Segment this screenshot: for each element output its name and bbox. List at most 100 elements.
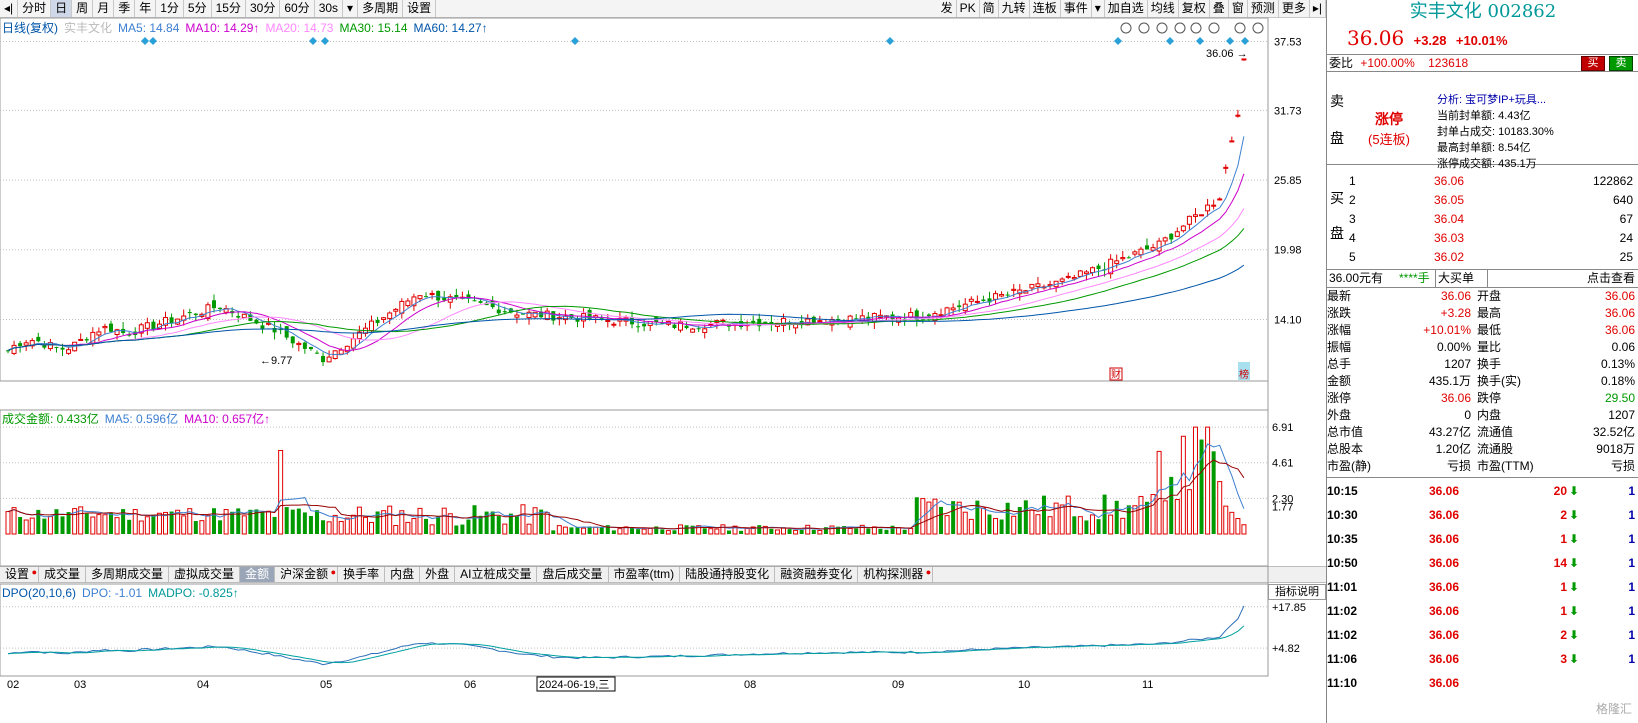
indicator-tab[interactable]: 盘后成交量: [537, 567, 609, 582]
toolbar-button[interactable]: 加自选: [1105, 0, 1148, 17]
toolbar-button[interactable]: 窗: [1229, 0, 1248, 17]
indicator-tab[interactable]: 市盈率(ttm): [609, 567, 681, 582]
period-tab[interactable]: 多周期: [358, 0, 404, 17]
bid-row[interactable]: 5 36.02 25: [1349, 250, 1637, 267]
candle-body: [1083, 271, 1089, 275]
stat-row: 涨停 36.06 跌停 29.50: [1327, 390, 1638, 407]
period-tab[interactable]: 年: [135, 0, 157, 17]
candle-body: [1005, 294, 1010, 296]
period-tab[interactable]: ◂|: [0, 0, 19, 17]
sell-button[interactable]: 卖: [1609, 56, 1633, 71]
toolbar-button[interactable]: PK: [957, 0, 980, 17]
bid-row[interactable]: 1 36.06 122862: [1349, 174, 1637, 191]
toolbar-button[interactable]: 连板: [1030, 0, 1061, 17]
toolbar-button[interactable]: 事件: [1061, 0, 1092, 17]
bid-volume: 25: [1619, 250, 1633, 264]
toolbar-button[interactable]: 均线: [1148, 0, 1179, 17]
stat-row: 金额 435.1万 换手(实) 0.18%: [1327, 373, 1638, 390]
chart-tool-icon[interactable]: [1252, 22, 1264, 34]
toolbar-button[interactable]: 更多: [1279, 0, 1310, 17]
candle-body: [187, 312, 192, 314]
volume-ma-line: [7, 459, 1245, 530]
indicator-tab[interactable]: 外盘: [420, 567, 456, 582]
toolbar-button[interactable]: 叠: [1210, 0, 1229, 17]
period-tab[interactable]: 日: [51, 0, 73, 17]
bid-row[interactable]: 4 36.03 24: [1349, 231, 1637, 248]
chart-tool-icon[interactable]: [1190, 22, 1202, 34]
indicator-tab[interactable]: 沪深金额 ●: [275, 567, 339, 582]
indicator-tab[interactable]: 换手率: [338, 567, 386, 582]
volume-bar: [926, 501, 932, 535]
indicator-tab[interactable]: 融资融券变化: [775, 567, 859, 582]
period-tab[interactable]: 分时: [18, 0, 52, 17]
volume-bar: [1089, 514, 1095, 535]
candle-body: [623, 317, 629, 322]
period-tab[interactable]: 15分: [212, 0, 246, 17]
volume-bar: [1005, 502, 1010, 534]
indicator-tab[interactable]: 成交量: [39, 567, 87, 582]
volume-bar: [436, 516, 441, 534]
tick-price: 36.06: [1428, 652, 1459, 666]
buy-button[interactable]: 买: [1581, 56, 1605, 71]
period-tab[interactable]: 季: [114, 0, 136, 17]
volume-bar: [193, 521, 198, 534]
period-tab[interactable]: 周: [72, 0, 94, 17]
event-marker-icon[interactable]: [1109, 367, 1123, 381]
volume-bar: [836, 526, 841, 534]
period-tab[interactable]: 5分: [184, 0, 212, 17]
indicator-tab[interactable]: 设置 ●: [0, 567, 40, 582]
tick-volume: 20: [1553, 484, 1567, 498]
period-tab[interactable]: 1分: [156, 0, 184, 17]
toolbar-button[interactable]: 发: [938, 0, 957, 17]
indicator-tab[interactable]: 机构探测器 ●: [858, 567, 934, 582]
candle-body: [302, 342, 307, 349]
chart-tool-icon[interactable]: [1174, 22, 1186, 34]
indicator-tab[interactable]: 多周期成交量: [86, 567, 170, 582]
volume-bar: [5, 511, 11, 535]
candle-body: [356, 331, 362, 340]
candle-body: [133, 331, 138, 336]
indicator-tab[interactable]: 金额: [240, 567, 276, 582]
volume-bar: [514, 516, 519, 534]
toolbar-button[interactable]: ▸|: [1310, 0, 1326, 17]
indicator-tab[interactable]: AI立桩成交量: [455, 567, 538, 582]
toolbar-button[interactable]: 复权: [1179, 0, 1210, 17]
period-tab[interactable]: 30分: [246, 0, 281, 17]
period-tab[interactable]: 30s: [315, 0, 344, 17]
period-tab[interactable]: ▾: [343, 0, 359, 17]
toolbar-button[interactable]: 预测: [1248, 0, 1279, 17]
volume-bar: [241, 515, 247, 535]
toolbar-button[interactable]: 简: [980, 0, 999, 17]
volume-bar: [66, 512, 71, 534]
volume-bar: [151, 514, 156, 534]
tick-count: 1: [1628, 652, 1635, 666]
chart-tool-icon[interactable]: [1208, 22, 1220, 34]
volume-bar: [684, 525, 689, 534]
chart-tool-icon[interactable]: [1120, 22, 1132, 34]
volume-bar: [272, 516, 277, 534]
candle-body: [866, 316, 871, 320]
tick-time: 10:50: [1327, 556, 1358, 570]
indicator-tab[interactable]: 陆股通持股变化: [680, 567, 776, 582]
candle-body: [720, 319, 726, 322]
big-order-view-link[interactable]: 点击查看: [1487, 270, 1637, 287]
indicator-help-button[interactable]: 指标说明: [1268, 584, 1326, 600]
period-tab[interactable]: 月: [93, 0, 115, 17]
chart-tool-icon[interactable]: [1138, 22, 1150, 34]
toolbar-button[interactable]: ▾: [1092, 0, 1105, 17]
event-marker-icon[interactable]: [1238, 362, 1250, 380]
toolbar-button[interactable]: 九转: [999, 0, 1030, 17]
volume-bar: [321, 520, 326, 534]
chart-tool-icon[interactable]: [1234, 22, 1246, 34]
period-tab[interactable]: 设置: [403, 0, 437, 17]
candle-body: [236, 315, 241, 318]
indicator-tab[interactable]: 虚拟成交量: [169, 567, 241, 582]
bid-row[interactable]: 3 36.04 67: [1349, 212, 1637, 229]
period-tab[interactable]: 60分: [280, 0, 315, 17]
bid-row[interactable]: 2 36.05 640: [1349, 193, 1637, 210]
tick-count: 1: [1628, 628, 1635, 642]
indicator-tab[interactable]: 内盘: [385, 567, 421, 582]
limit-analysis-line[interactable]: 分析: 宝可梦IP+玩具...: [1437, 94, 1547, 106]
chart-tool-icon[interactable]: [1156, 22, 1168, 34]
candle-body: [1077, 270, 1083, 277]
